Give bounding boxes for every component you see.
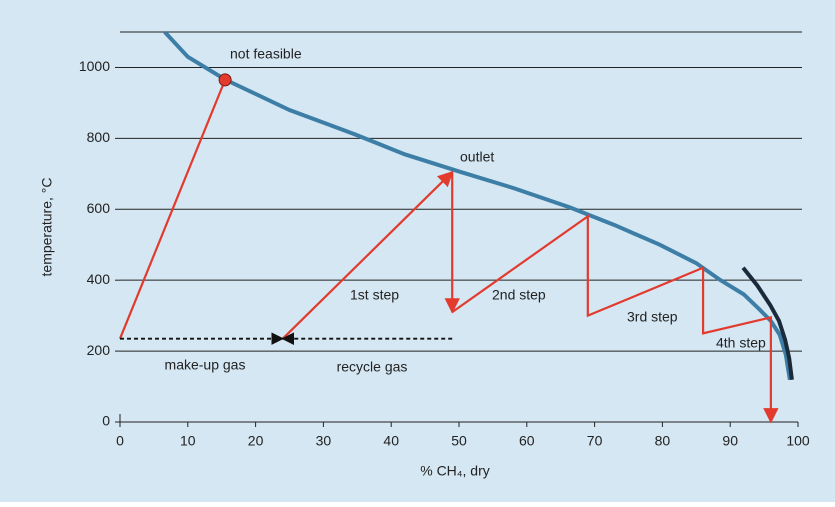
annotation: recycle gas [337,359,408,375]
x-axis-label: % CH₄, dry [420,463,490,479]
y-tick-label: 400 [87,271,111,287]
step-path [451,214,779,424]
y-tick-label: 0 [102,413,110,429]
annotation: 1st step [350,287,399,303]
x-tick-label: 50 [451,433,467,449]
step-path [281,170,454,340]
y-axis-label: temperature, °C [39,178,55,277]
y-tick-label: 600 [87,200,111,216]
annotation: 3rd step [627,309,678,325]
annotation: outlet [460,149,494,165]
x-tick-label: 80 [655,433,671,449]
x-tick-label: 100 [786,433,810,449]
x-tick-label: 90 [722,433,738,449]
x-tick-label: 30 [316,433,332,449]
x-tick-label: 40 [383,433,399,449]
annotation: 2nd step [492,287,546,303]
y-tick-label: 1000 [79,58,110,74]
step-path [118,79,227,340]
x-tick-label: 10 [180,433,196,449]
x-tick-label: 20 [248,433,264,449]
y-tick-label: 800 [87,129,111,145]
annotation: not feasible [230,46,302,62]
curve [741,266,794,381]
x-tick-label: 70 [587,433,603,449]
annotation: make-up gas [165,357,246,373]
x-tick-label: 60 [519,433,535,449]
y-tick-label: 200 [87,342,111,358]
point [218,73,232,87]
x-tick-label: 0 [116,433,124,449]
annotation: 4th step [716,335,766,351]
